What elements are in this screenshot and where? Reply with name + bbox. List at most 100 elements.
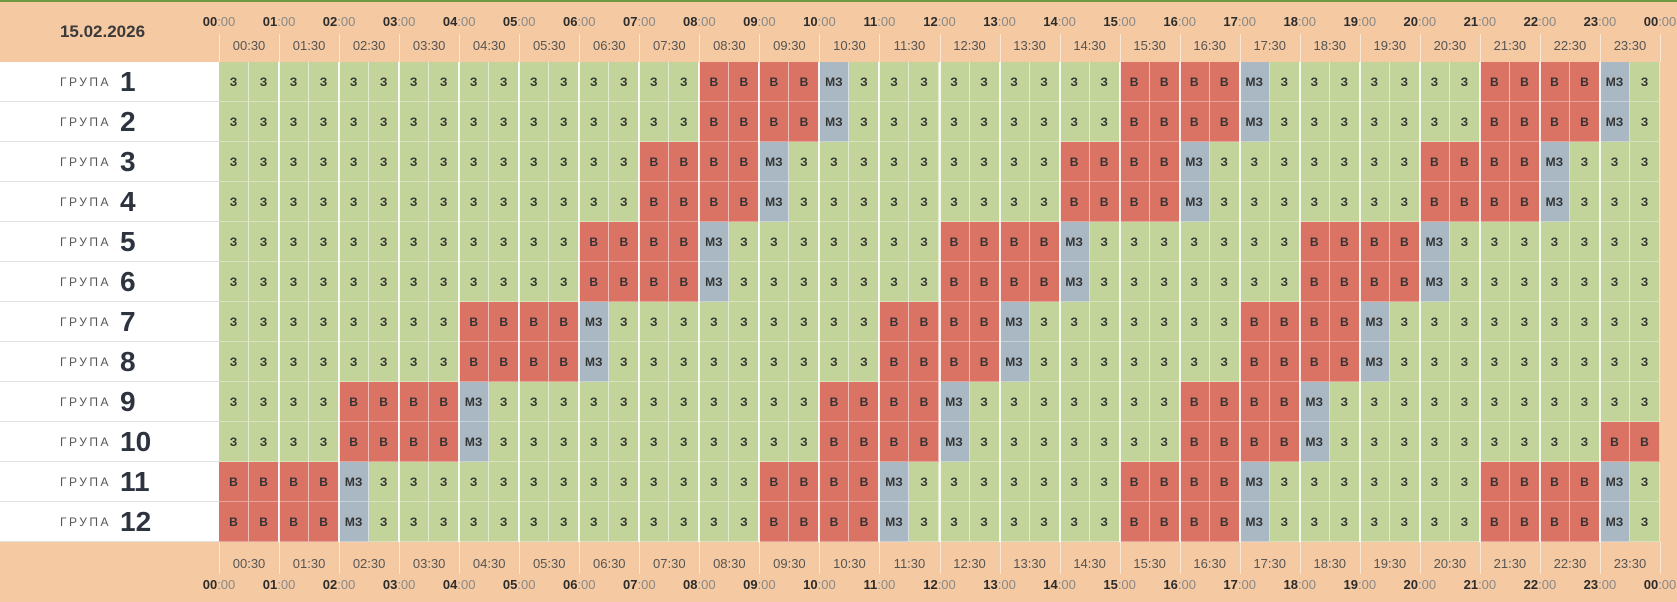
schedule-cell: З [549,502,580,542]
minute-suffix: :00 [277,14,296,29]
schedule-cell: З [1029,302,1060,342]
schedule-cell: В [1479,502,1510,542]
schedule-cell: З [279,382,310,422]
group-label-2: ГРУПА 2 [0,102,219,142]
minute-suffix: :00 [217,14,236,29]
schedule-cell: З [1299,502,1330,542]
schedule-cell: В [669,262,700,302]
schedule-cell: З [219,102,250,142]
axis-tick [759,542,761,574]
schedule-cell: З [849,62,880,102]
schedule-cell: З [339,142,370,182]
minute-suffix: :00 [577,577,596,592]
schedule-cell: З [519,62,550,102]
schedule-cell: З [1629,182,1660,222]
schedule-cell: З [1599,382,1630,422]
minute-suffix: :00 [937,577,956,592]
schedule-cell: З [699,382,730,422]
schedule-cell: З [1389,382,1420,422]
minute-suffix: :00 [457,577,476,592]
schedule-cell: З [219,222,250,262]
group-word: ГРУПА [60,314,111,329]
half-hour-label: 06:30 [592,38,626,53]
minute-suffix: :00 [517,577,536,592]
schedule-cell: В [549,302,580,342]
schedule-cell: В [1209,62,1240,102]
group-word: ГРУПА [60,194,111,209]
schedule-cell: З [249,422,280,462]
schedule-cell: З [789,182,820,222]
schedule-cell: В [1149,62,1180,102]
hour-label: 18:00 [1283,577,1316,592]
schedule-cell: З [1359,462,1390,502]
schedule-cell: З [1389,422,1420,462]
schedule-cell: З [549,102,580,142]
schedule-cell: В [1209,422,1240,462]
schedule-cell: З [609,102,640,142]
schedule-cell: В [249,502,280,542]
minute-suffix: :00 [1658,14,1677,29]
group-number: 9 [120,385,136,417]
schedule-cell: В [1209,382,1240,422]
schedule-cell: З [549,222,580,262]
schedule-cell: В [939,342,970,382]
schedule-cell: З [279,102,310,142]
schedule-cell: З [729,342,760,382]
minute-suffix: :00 [817,577,836,592]
schedule-cell: З [1389,102,1420,142]
schedule-cell: З [579,142,610,182]
half-hour-label: 00:30 [232,38,266,53]
schedule-cell: З [729,382,760,422]
schedule-cell: МЗ [1239,462,1270,502]
schedule-cell: З [369,502,400,542]
schedule-cell: З [999,182,1030,222]
schedule-cell: З [1269,142,1300,182]
axis-tick [219,542,220,574]
schedule-cell: З [1209,142,1240,182]
group-word: ГРУПА [60,154,111,169]
schedule-cell: З [1329,142,1360,182]
hour-label: 11:00 [864,14,896,29]
half-hour-label: 01:30 [292,38,326,53]
minute-suffix: :00 [217,577,236,592]
schedule-cell: В [339,422,370,462]
half-hour-label: 01:30 [292,556,326,571]
schedule-cell: З [969,102,1000,142]
schedule-cell: З [579,182,610,222]
minute-suffix: :00 [1297,14,1317,29]
schedule-cell: З [819,302,850,342]
hour-label: 17:00 [1223,14,1256,29]
schedule-cell: З [819,142,850,182]
schedule-cell: МЗ [459,422,490,462]
schedule-cell: В [729,102,760,142]
schedule-cell: В [1149,182,1180,222]
hour-value: 01 [262,14,278,29]
schedule-cell: З [369,342,400,382]
schedule-cell: МЗ [939,422,970,462]
schedule-cell: В [1569,502,1600,542]
schedule-cell: З [999,142,1030,182]
schedule-cell: З [459,262,490,302]
schedule-cell: З [219,382,250,422]
hour-label: 00:00 [1644,577,1677,592]
schedule-cell: З [1269,102,1300,142]
hour-value: 23 [1583,14,1599,29]
axis-tick [1660,34,1661,62]
schedule-cell: З [1089,422,1120,462]
half-hour-label: 18:30 [1313,38,1347,53]
schedule-cell: МЗ [1599,62,1630,102]
schedule-cell: З [639,422,670,462]
hour-value: 21 [1463,14,1479,29]
schedule-cell: В [999,262,1030,302]
schedule-cell: В [639,142,670,182]
schedule-cell: З [639,342,670,382]
schedule-cell: В [1449,182,1480,222]
schedule-cell: З [1629,142,1660,182]
hour-value: 16 [1163,14,1178,29]
minute-suffix: :00 [1237,577,1256,592]
schedule-cell: З [1239,222,1270,262]
schedule-cell: В [639,222,670,262]
schedule-cell: В [1269,342,1300,382]
schedule-cell: В [1149,502,1180,542]
schedule-cell: З [1089,382,1120,422]
